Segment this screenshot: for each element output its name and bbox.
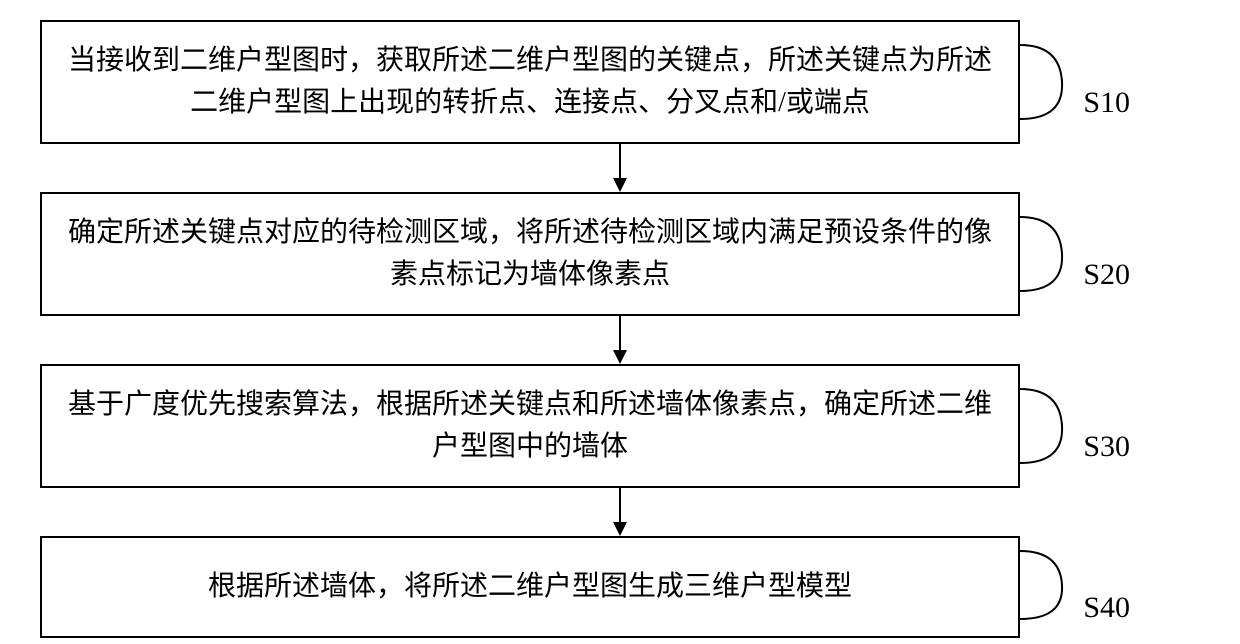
flowchart: 当接收到二维户型图时，获取所述二维户型图的关键点，所述关键点为所述二维户型图上出…: [40, 20, 1200, 638]
step-row-s20: 确定所述关键点对应的待检测区域，将所述待检测区域内满足预设条件的像素点标记为墙体…: [40, 192, 1200, 316]
step-label-s20: S20: [1083, 258, 1130, 292]
step-row-s40: 根据所述墙体，将所述二维户型图生成三维户型模型 S40: [40, 536, 1200, 638]
step-label-s30: S30: [1083, 430, 1130, 464]
step-label-s10: S10: [1083, 86, 1130, 120]
step-text-s10: 当接收到二维户型图时，获取所述二维户型图的关键点，所述关键点为所述二维户型图上出…: [68, 45, 992, 118]
step-box-s10: 当接收到二维户型图时，获取所述二维户型图的关键点，所述关键点为所述二维户型图上出…: [40, 20, 1020, 144]
step-row-s30: 基于广度优先搜索算法，根据所述关键点和所述墙体像素点，确定所述二维户型图中的墙体…: [40, 364, 1200, 488]
step-box-s40: 根据所述墙体，将所述二维户型图生成三维户型模型: [40, 536, 1020, 638]
step-text-s40: 根据所述墙体，将所述二维户型图生成三维户型模型: [208, 571, 852, 602]
step-box-s20: 确定所述关键点对应的待检测区域，将所述待检测区域内满足预设条件的像素点标记为墙体…: [40, 192, 1020, 316]
step-row-s10: 当接收到二维户型图时，获取所述二维户型图的关键点，所述关键点为所述二维户型图上出…: [40, 20, 1200, 144]
arrow-s10-s20: [130, 144, 1110, 192]
step-text-s30: 基于广度优先搜索算法，根据所述关键点和所述墙体像素点，确定所述二维户型图中的墙体: [68, 389, 992, 462]
step-box-s30: 基于广度优先搜索算法，根据所述关键点和所述墙体像素点，确定所述二维户型图中的墙体: [40, 364, 1020, 488]
step-label-s40: S40: [1083, 591, 1130, 625]
arrow-s20-s30: [130, 316, 1110, 364]
arrow-s30-s40: [130, 488, 1110, 536]
step-text-s20: 确定所述关键点对应的待检测区域，将所述待检测区域内满足预设条件的像素点标记为墙体…: [68, 217, 992, 290]
